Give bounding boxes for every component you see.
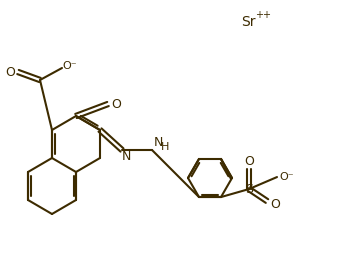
Text: O⁻: O⁻ [280,172,294,182]
Text: O: O [5,66,15,78]
Text: S: S [245,183,253,196]
Text: N: N [153,135,163,149]
Text: H: H [161,142,169,152]
Text: N: N [121,150,131,163]
Text: O⁻: O⁻ [63,61,77,71]
Text: O: O [244,154,254,168]
Text: Sr: Sr [241,15,255,29]
Text: ++: ++ [255,10,271,20]
Text: O: O [111,98,121,110]
Text: O: O [270,198,280,211]
